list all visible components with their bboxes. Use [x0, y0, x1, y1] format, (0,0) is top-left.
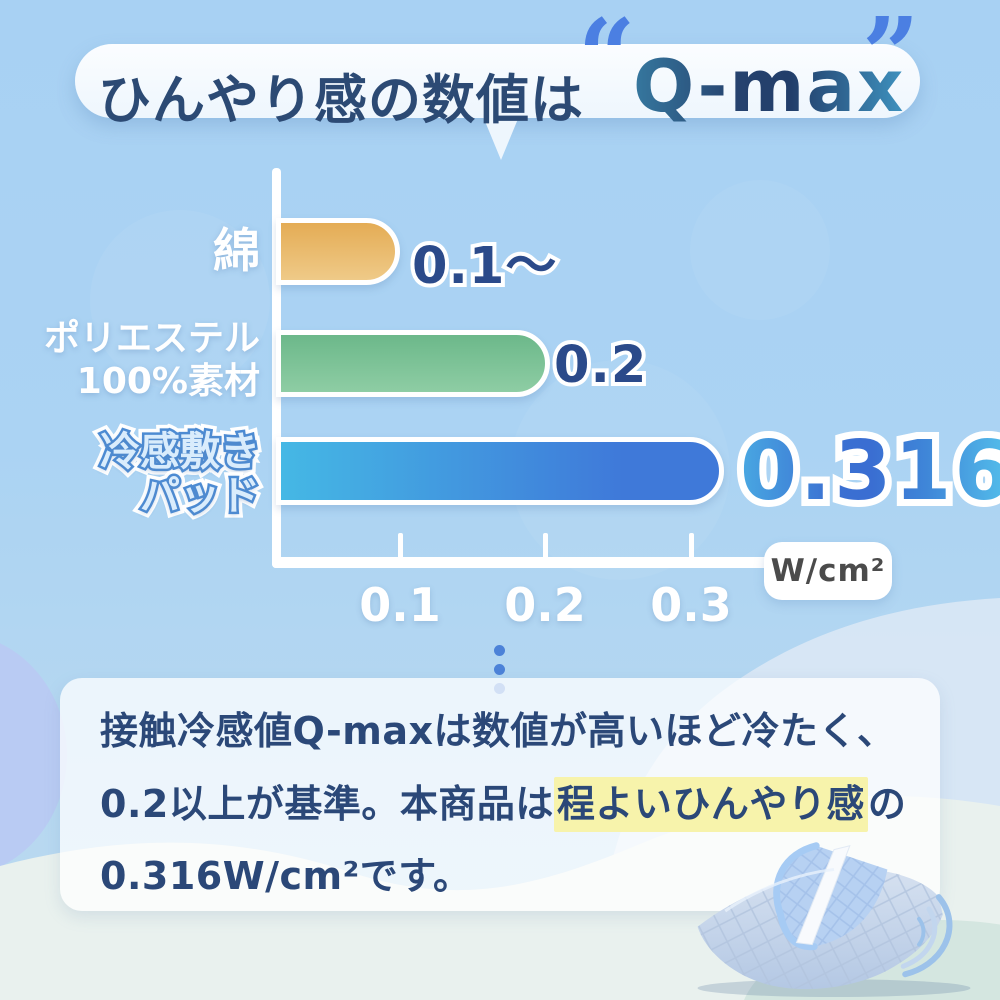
- flap-quilting: [776, 845, 888, 947]
- x-tick: [543, 533, 548, 559]
- category-label-product: 冷感敷き 冷感敷き 冷感敷き パッド パッド パッド: [94, 424, 266, 524]
- connector-dot: [494, 664, 505, 675]
- connector-dot: [494, 645, 505, 656]
- bar-cotton: [276, 218, 400, 285]
- x-tick-label: 0.3: [650, 578, 732, 632]
- bar-polyester: [276, 330, 550, 397]
- title-qmax-term: Q-max: [633, 44, 906, 128]
- category-label-cotton: 綿: [213, 224, 260, 280]
- x-tick-label: 0.1: [359, 578, 441, 632]
- bar-product: [276, 437, 724, 505]
- category-label-line: 100%素材: [76, 361, 260, 402]
- pad-highlight: [724, 867, 835, 913]
- elastic-strap: [795, 845, 851, 946]
- category-label-line: ポリエステル: [43, 318, 260, 359]
- fold-edge: [902, 894, 953, 978]
- open-quote-icon: “: [578, 0, 636, 115]
- value-label-cotton: 0.1〜 0.1〜: [408, 233, 560, 300]
- value-label-product: 0.3160.316: [733, 417, 1000, 526]
- fold-edge: [900, 906, 938, 969]
- outlined-line: 冷感敷き 冷感敷き 冷感敷き: [94, 424, 266, 480]
- flap-binding: [773, 842, 820, 919]
- description-line-2: 0.2以上が基準。本商品は程よいひんやり感の: [100, 777, 906, 832]
- close-quote-icon: ”: [862, 0, 920, 113]
- bokeh-circle: [690, 180, 830, 320]
- category-label-polyester: ポリエステル 100%素材: [44, 317, 260, 403]
- page-title: ひんやり感の数値は: [98, 70, 584, 131]
- fold-edge: [917, 916, 926, 947]
- description-text: の: [867, 782, 907, 826]
- category-label-line: 綿: [213, 224, 260, 279]
- periwinkle-blob: [0, 643, 67, 867]
- description-line-3: 0.316W/cm²です。: [100, 854, 472, 898]
- axis-unit-badge: W/cm²: [764, 542, 892, 600]
- outlined-line: パッド パッド パッド: [134, 468, 266, 524]
- x-axis: [272, 557, 776, 568]
- flap-binding: [777, 911, 818, 951]
- description-text: 0.2以上が基準。本商品は: [100, 782, 554, 826]
- title-bubble: [75, 44, 920, 118]
- product-photo: [697, 842, 971, 998]
- x-tick-label: 0.2: [504, 578, 586, 632]
- value-label-polyester: 0.2 0.2: [550, 332, 650, 399]
- x-tick: [689, 533, 694, 559]
- x-tick: [398, 533, 403, 559]
- description-line-1: 接触冷感値Q-maxは数値が高いほど冷たく、: [100, 709, 896, 753]
- highlighted-text: 程よいひんやり感: [553, 777, 868, 832]
